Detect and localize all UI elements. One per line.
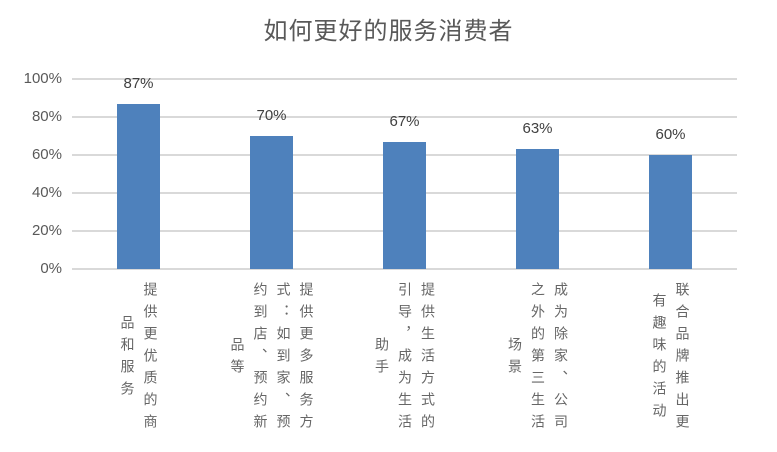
- y-tick-label: 40%: [31, 184, 62, 201]
- y-tick-label: 80%: [31, 108, 62, 125]
- bar: [383, 141, 426, 269]
- x-category-label: 联合品牌推出更有趣味的活动: [651, 282, 691, 436]
- gridline: [72, 116, 737, 118]
- x-category-label: 提供更优质的商品和服务: [119, 282, 159, 436]
- bar-value-label: 63%: [522, 120, 553, 138]
- chart-title: 如何更好的服务消费者: [263, 19, 514, 45]
- bar: [117, 103, 160, 269]
- y-tick-label: 100%: [23, 70, 62, 87]
- bar: [649, 155, 692, 269]
- y-tick-label: 60%: [31, 146, 62, 163]
- x-category-label: 成为除家、公司之外的第三生活场景: [507, 282, 569, 436]
- bar-value-label: 87%: [123, 74, 154, 92]
- y-tick-label: 0%: [40, 260, 62, 277]
- x-category-label: 提供更多服务方式：如到家、预约到店、预约新品等: [229, 282, 315, 436]
- y-tick-label: 20%: [31, 222, 62, 239]
- bar-value-label: 60%: [655, 126, 686, 143]
- bar: [250, 136, 293, 269]
- gridline: [72, 268, 737, 270]
- bar-value-label: 67%: [389, 112, 420, 130]
- y-axis: 0% 20% 40% 60% 80% 100%: [0, 70, 62, 277]
- bar-value-label: 70%: [256, 107, 287, 124]
- gridline: [72, 78, 737, 80]
- x-category-label: 提供生活方式的引导，成为生活助手: [374, 282, 436, 436]
- bar: [516, 149, 559, 269]
- x-axis: 提供更优质的商品和服务 提供更多服务方式：如到家、预约到店、预约新品等 提供生活方式…: [72, 280, 737, 445]
- plot-area: 87% 70% 67% 63% 60%: [72, 75, 737, 270]
